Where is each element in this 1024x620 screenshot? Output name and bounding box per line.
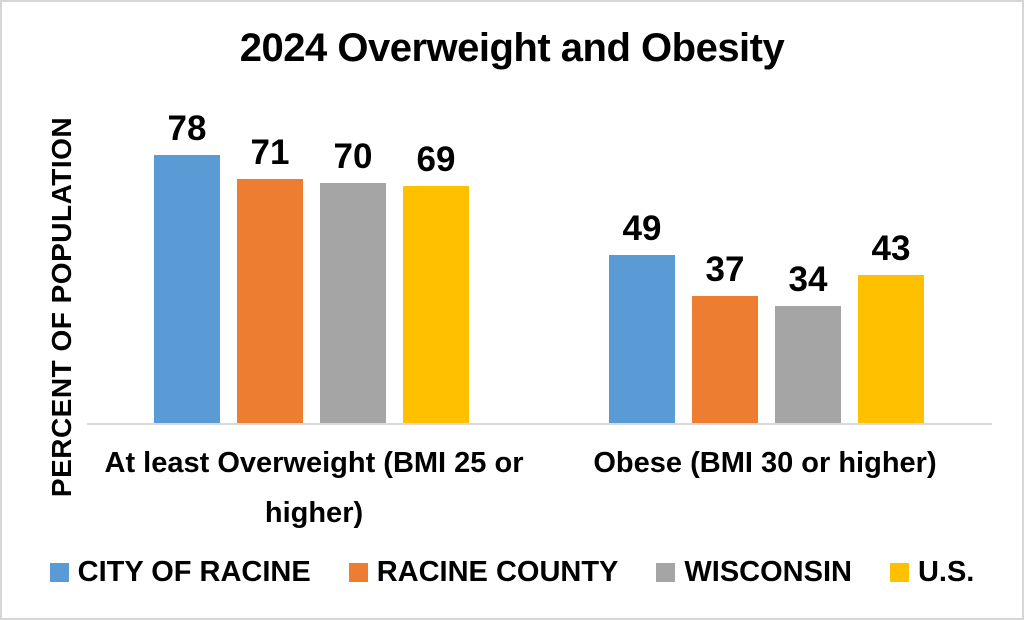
bar-column: 71 xyxy=(237,132,303,423)
bar-column: 43 xyxy=(858,228,924,423)
legend-label: U.S. xyxy=(917,556,975,588)
legend: CITY OF RACINE RACINE COUNTY WISCONSIN U.S. xyxy=(2,556,1022,589)
bar-u-s-at-least-overweight-bmi-25-or-higher xyxy=(403,186,469,423)
chart-title: 2024 Overweight and Obesity xyxy=(239,26,785,70)
category-label-at-least-overweight-bmi-25-or-higher: At least Overweight (BMI 25 or higher) xyxy=(104,447,524,529)
bar-group-obese-bmi-30-or-higher: 49 37 34 43 xyxy=(609,208,924,423)
bar-column: 69 xyxy=(403,139,469,423)
plot-area: 78 71 70 69 49 37 34 43 xyxy=(87,109,992,423)
x-axis-line xyxy=(87,423,992,425)
bar-column: 34 xyxy=(775,259,841,423)
bar-value-label: 37 xyxy=(705,249,745,289)
bar-value-label: 49 xyxy=(622,208,662,248)
bar-column: 70 xyxy=(320,136,386,423)
legend-item-city-of-racine: CITY OF RACINE xyxy=(49,556,311,589)
bar-value-label: 70 xyxy=(333,136,373,176)
bar-racine-county-obese-bmi-30-or-higher xyxy=(692,296,758,423)
bar-group-at-least-overweight-bmi-25-or-higher: 78 71 70 69 xyxy=(154,108,469,423)
legend-swatch-icon xyxy=(348,563,368,582)
legend-swatch-icon xyxy=(49,563,69,582)
bar-racine-county-at-least-overweight-bmi-25-or-higher xyxy=(237,179,303,423)
bar-wisconsin-at-least-overweight-bmi-25-or-higher xyxy=(320,183,386,423)
bar-column: 78 xyxy=(154,108,220,423)
bar-value-label: 71 xyxy=(250,132,290,172)
legend-label: WISCONSIN xyxy=(684,556,852,588)
legend-swatch-icon xyxy=(889,563,909,582)
legend-item-u-s: U.S. xyxy=(889,556,975,589)
bar-city-of-racine-obese-bmi-30-or-higher xyxy=(609,255,675,423)
bar-value-label: 34 xyxy=(788,259,828,299)
legend-swatch-icon xyxy=(656,563,676,582)
legend-item-wisconsin: WISCONSIN xyxy=(656,556,852,589)
legend-label: CITY OF RACINE xyxy=(77,556,311,588)
category-label-obese-bmi-30-or-higher: Obese (BMI 30 or higher) xyxy=(593,447,937,479)
bar-u-s-obese-bmi-30-or-higher xyxy=(858,275,924,423)
legend-item-racine-county: RACINE COUNTY xyxy=(348,556,619,589)
bar-wisconsin-obese-bmi-30-or-higher xyxy=(775,306,841,423)
x-axis-category-labels: At least Overweight (BMI 25 or higher) Ob… xyxy=(87,438,992,538)
bar-value-label: 43 xyxy=(871,228,911,268)
bar-value-label: 69 xyxy=(416,139,456,179)
bar-column: 37 xyxy=(692,249,758,423)
legend-label: RACINE COUNTY xyxy=(376,556,619,588)
bar-value-label: 78 xyxy=(167,108,207,148)
bar-column: 49 xyxy=(609,208,675,423)
bar-city-of-racine-at-least-overweight-bmi-25-or-higher xyxy=(154,155,220,423)
